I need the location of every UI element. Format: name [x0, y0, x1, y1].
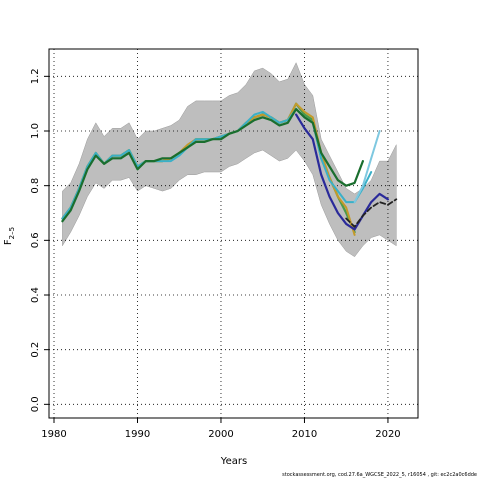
- confidence-band: [62, 62, 397, 258]
- y-tick-label: 1.0: [30, 123, 41, 139]
- x-tick-label: 2000: [208, 429, 233, 440]
- x-tick-label: 2010: [292, 429, 317, 440]
- y-tick-label: 0.6: [30, 232, 41, 248]
- y-tick-label: 1.2: [30, 68, 41, 84]
- series-line-4: [353, 130, 381, 204]
- x-tick-label: 2020: [375, 429, 400, 440]
- y-tick-label: 0.0: [30, 396, 41, 412]
- series-layer: [61, 102, 398, 236]
- series-line-6: [295, 113, 389, 231]
- y-axis-label-subscript: 2–5: [8, 227, 16, 239]
- plot-frame: [48, 48, 419, 419]
- x-tick-label: 1990: [125, 429, 150, 440]
- confidence-band-layer: [62, 62, 397, 258]
- footer-credit: stockassessment.org, cod.27.6a_WGCSE_202…: [282, 472, 477, 478]
- series-line-3: [61, 108, 373, 220]
- y-tick-label: 0.4: [30, 287, 41, 303]
- x-tick-label: 1980: [41, 429, 66, 440]
- grid-layer: [49, 49, 418, 418]
- x-axis-label: Years: [220, 456, 247, 467]
- series-line-7: [345, 198, 398, 228]
- axes-layer: 1980 1990 2000 2010 2020 0.0 0.2 0.4 0.6 0.8 1.0 1.…: [30, 68, 401, 440]
- series-line-5: [61, 107, 364, 223]
- y-tick-label: 0.2: [30, 342, 41, 358]
- y-tick-label: 0.8: [30, 178, 41, 194]
- y-axis-label: F2–5: [3, 227, 16, 245]
- y-axis-label-main: F: [3, 239, 14, 245]
